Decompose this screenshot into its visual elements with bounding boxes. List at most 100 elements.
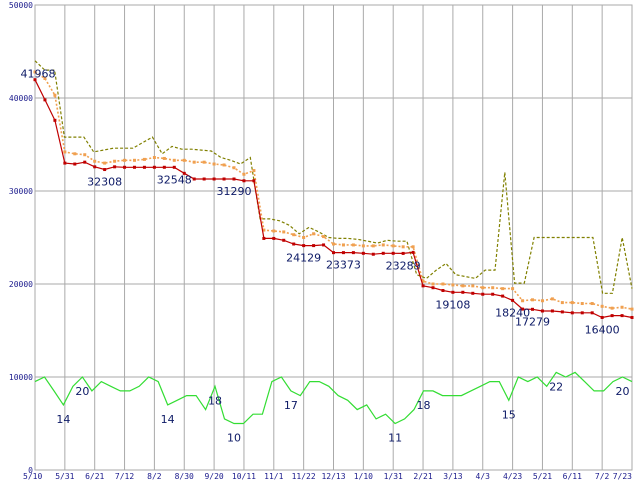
x-tick-label: 10/11 <box>232 472 256 480</box>
point-price <box>451 290 455 294</box>
point-average <box>351 243 355 247</box>
point-price <box>242 179 246 183</box>
point-average <box>441 282 445 286</box>
point-average <box>371 244 375 248</box>
point-average <box>162 156 166 160</box>
x-tick-label: 11/1 <box>264 472 283 480</box>
x-tick-label: 7/2 <box>595 472 610 480</box>
point-price <box>421 284 425 288</box>
point-average <box>570 301 574 305</box>
data-label-price: 16400 <box>585 323 620 336</box>
point-average <box>590 302 594 306</box>
x-tick-label: 5/31 <box>55 472 74 480</box>
point-average <box>610 306 614 310</box>
point-price <box>133 165 136 169</box>
point-price <box>322 243 326 247</box>
point-average <box>620 305 624 309</box>
point-average <box>322 235 326 239</box>
point-average <box>560 301 564 305</box>
point-average <box>312 232 316 236</box>
data-label-count: 15 <box>502 408 516 421</box>
point-average <box>550 297 554 301</box>
x-tick-label: 6/11 <box>563 472 582 480</box>
point-price <box>93 165 97 169</box>
point-average <box>202 160 206 164</box>
x-tick-label: 5/21 <box>533 472 552 480</box>
y-tick-label: 0 <box>28 466 33 475</box>
point-average <box>431 282 435 286</box>
x-tick-label: 8/30 <box>175 472 194 480</box>
series-line-count <box>34 371 633 425</box>
point-average <box>222 163 226 167</box>
point-price <box>83 160 87 164</box>
point-average <box>63 150 67 154</box>
data-label-count: 20 <box>75 385 89 398</box>
point-average <box>262 228 266 232</box>
data-label-price: 41968 <box>21 68 56 81</box>
point-price <box>142 165 146 169</box>
point-price <box>431 286 435 290</box>
y-tick-label: 50000 <box>9 1 33 10</box>
x-tick-label: 4/3 <box>476 472 491 480</box>
data-label-price: 32308 <box>87 176 122 189</box>
point-average <box>133 158 136 162</box>
point-average <box>361 244 365 248</box>
point-price <box>481 292 485 296</box>
point-average <box>401 245 405 249</box>
data-label-price: 23373 <box>326 259 361 272</box>
x-tick-label: 12/13 <box>321 472 345 480</box>
point-average <box>292 233 296 237</box>
point-average <box>511 287 515 291</box>
point-average <box>540 299 544 303</box>
point-average <box>531 298 534 302</box>
point-price <box>292 242 296 246</box>
point-price <box>103 168 107 172</box>
point-average <box>481 286 485 290</box>
point-average <box>142 157 146 161</box>
point-price <box>381 251 385 255</box>
point-price <box>182 171 186 175</box>
point-average <box>43 76 47 80</box>
point-price <box>73 162 77 166</box>
point-average <box>113 159 117 163</box>
data-label-count: 11 <box>388 432 402 445</box>
point-average <box>182 158 186 162</box>
point-price <box>471 291 475 295</box>
grid <box>34 4 633 471</box>
point-price <box>162 165 166 169</box>
point-average <box>391 244 395 248</box>
data-label-count: 22 <box>549 380 563 393</box>
series <box>33 60 634 425</box>
data-label-count: 18 <box>208 394 222 407</box>
data-label-price: 23289 <box>386 259 421 272</box>
point-price <box>511 298 515 302</box>
point-price <box>341 251 345 255</box>
point-price <box>401 251 405 255</box>
y-tick-label: 20000 <box>9 280 33 289</box>
point-price <box>53 118 57 122</box>
point-price <box>152 165 156 169</box>
point-average <box>53 93 57 97</box>
data-label-price: 31290 <box>217 185 252 198</box>
point-average <box>73 152 77 156</box>
point-average <box>630 307 634 311</box>
point-average <box>600 304 604 308</box>
point-average <box>302 236 306 239</box>
point-average <box>242 172 246 176</box>
point-price <box>282 238 286 242</box>
data-label-price: 19108 <box>435 298 470 311</box>
point-average <box>521 299 525 303</box>
point-price <box>580 311 584 315</box>
x-tick-label: 1/10 <box>354 472 373 480</box>
point-price <box>262 236 266 240</box>
point-price <box>202 177 206 181</box>
point-average <box>411 245 415 249</box>
data-label-count: 17 <box>284 399 298 412</box>
point-average <box>123 158 127 162</box>
point-price <box>620 314 624 318</box>
point-price <box>371 252 375 256</box>
point-price <box>43 98 47 102</box>
point-average <box>212 162 216 166</box>
